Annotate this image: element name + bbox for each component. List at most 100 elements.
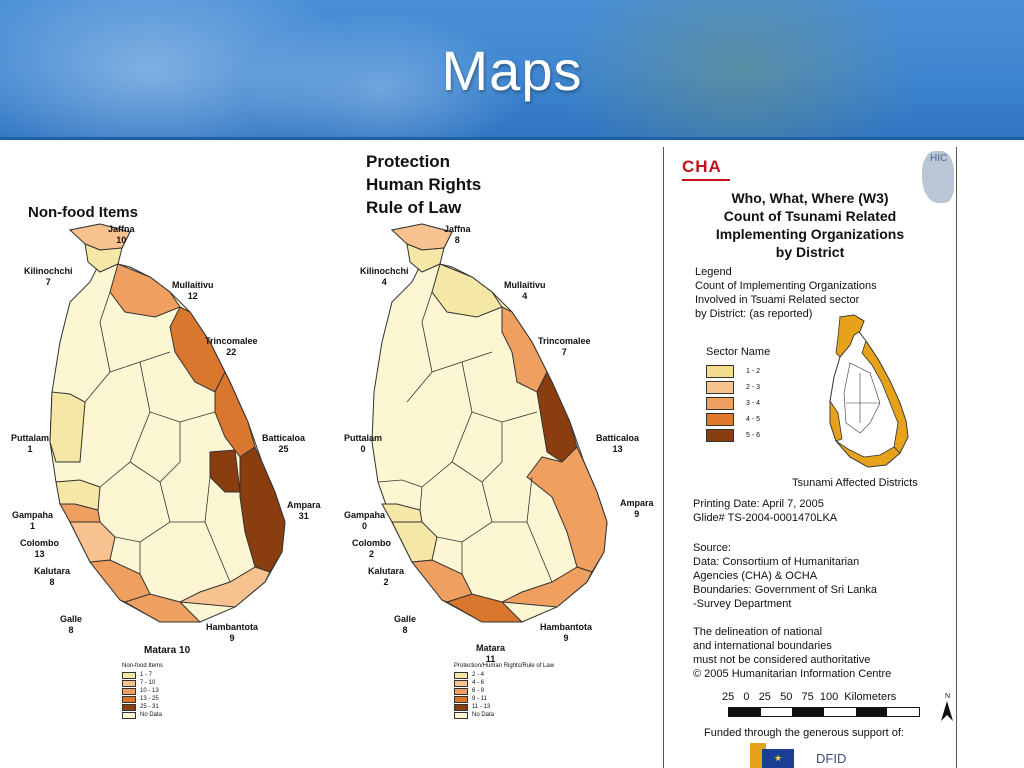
eu-flag-icon: ★ — [762, 749, 794, 768]
affected-caption: Tsunami Affected Districts — [792, 477, 918, 489]
middle-label-batticaloa: Batticaloa 13 — [596, 433, 640, 454]
middle-label-matara: Matara 11 — [476, 643, 506, 664]
left-legend-row: 1 - 7 — [122, 671, 163, 679]
left-label-kalutara: Kalutara 8 — [34, 566, 71, 587]
district-hambantota — [178, 566, 271, 608]
left-legend-row: No Data — [122, 711, 163, 719]
hic-logo-shape — [922, 151, 954, 203]
district-puttalam — [49, 391, 86, 463]
left-label-gampaha: Gampaha 1 — [12, 510, 54, 531]
left-legend-row: 7 - 10 — [122, 679, 163, 687]
legend-swatch — [122, 679, 136, 687]
district-boundaries — [377, 291, 553, 583]
island-base — [49, 223, 286, 623]
legend-swatch — [706, 364, 734, 378]
banner-decoration — [0, 0, 360, 137]
title-banner: Maps — [0, 0, 1024, 137]
legend-swatch — [122, 695, 136, 703]
middle-label-jaffna: Jaffna 8 — [444, 224, 471, 245]
left-map-legend: Non-food Items 1 - 7 7 - 10 10 - 13 13 -… — [122, 663, 163, 719]
left-label-matara: Matara 10 — [144, 645, 191, 656]
legend-swatch — [122, 671, 136, 679]
middle-label-hambantota: Hambantota 9 — [540, 622, 593, 643]
left-legend-row: 10 - 13 — [122, 687, 163, 695]
legend-swatch — [706, 380, 734, 394]
legend-swatch — [454, 695, 468, 703]
source-info: Source: Data: Consortium of Humanitarian… — [693, 542, 878, 610]
middle-legend-row: 6 - 9 — [454, 687, 554, 695]
left-legend-row: 25 - 31 — [122, 703, 163, 711]
middle-label-puttalam: Puttalam 0 — [344, 433, 383, 454]
left-label-mullaitivu: Mullaitivu 12 — [172, 280, 214, 301]
district-mullaitivu — [431, 263, 503, 318]
middle-label-kalutara: Kalutara 2 — [368, 566, 405, 587]
legend-swatch — [122, 711, 136, 719]
left-label-hambantota: Hambantota 9 — [206, 622, 259, 643]
legend-swatch — [122, 687, 136, 695]
middle-legend-row: 9 - 11 — [454, 695, 554, 703]
sector-legend-row: 4 - 5 — [706, 411, 760, 427]
sector-legend: 1 - 2 2 - 3 3 - 4 4 - 5 5 - 6 — [706, 363, 760, 443]
affected-districts-map — [829, 314, 909, 468]
middle-label-galle: Galle 8 — [394, 614, 417, 635]
district-mullaitivu — [109, 263, 181, 318]
scale-bar — [728, 707, 920, 717]
sector-legend-row: 3 - 4 — [706, 395, 760, 411]
funded-text: Funded through the generous support of: — [704, 727, 904, 739]
left-label-kilinochchi: Kilinochchi 7 — [24, 266, 73, 287]
left-legend-row: 13 - 25 — [122, 695, 163, 703]
left-map — [49, 223, 286, 623]
left-label-ampara: Ampara 31 — [287, 500, 321, 521]
left-label-puttalam: Puttalam 1 — [11, 433, 50, 454]
district-ampara-inner — [209, 449, 241, 493]
district-jaffna — [390, 223, 453, 251]
middle-label-mullaitivu: Mullaitivu 4 — [504, 280, 546, 301]
north-letter: N — [945, 693, 951, 700]
w3-map-sheet: CHA HIC Who, What, Where (W3) Count of T… — [663, 147, 957, 768]
middle-map — [371, 223, 608, 623]
north-arrow-icon — [941, 701, 953, 721]
legend-block: Legend Count of Implementing Organizatio… — [695, 266, 877, 320]
sector-legend-row: 1 - 2 — [706, 363, 760, 379]
district-kilinochchi — [84, 243, 123, 273]
left-legend-title: Non-food Items — [122, 663, 164, 669]
legend-swatch — [706, 412, 734, 426]
legend-swatch — [122, 703, 136, 711]
left-label-colombo: Colombo 13 — [20, 538, 59, 559]
banner-rule — [0, 137, 1024, 140]
legend-swatch — [454, 679, 468, 687]
scale-bar-labels: 25 0 25 50 75 100 Kilometers — [722, 691, 897, 703]
legend-swatch — [454, 687, 468, 695]
legend-swatch — [706, 396, 734, 410]
middle-legend-row: No Data — [454, 711, 554, 719]
middle-label-ampara: Ampara 9 — [620, 498, 654, 519]
district-boundaries — [84, 291, 231, 583]
middle-legend-title: Protection/Human Rights/Rule of Law — [454, 663, 555, 669]
slide-title: Maps — [441, 39, 583, 102]
cha-logo-underline — [682, 179, 730, 181]
district-hambantota — [500, 566, 593, 608]
sheet-title: Who, What, Where (W3) Count of Tsunami R… — [715, 190, 905, 260]
legend-swatch — [454, 671, 468, 679]
cha-logo: CHA — [682, 157, 722, 176]
middle-map-legend: Protection/Human Rights/Rule of Law 2 - … — [454, 663, 554, 719]
dfid-logo: DFID — [816, 751, 847, 766]
legend-swatch — [706, 428, 734, 442]
district-colombo — [381, 503, 423, 523]
left-map-title: Non-food Items — [28, 204, 138, 221]
banner-decoration — [560, 0, 920, 137]
middle-legend-row: 11 - 13 — [454, 703, 554, 711]
sector-legend-row: 5 - 6 — [706, 427, 760, 443]
sector-legend-row: 2 - 3 — [706, 379, 760, 395]
middle-legend-row: 2 - 4 — [454, 671, 554, 679]
legend-swatch — [454, 703, 468, 711]
hic-logo: HIC — [930, 153, 948, 164]
legend-swatch — [454, 711, 468, 719]
middle-label-trincomalee: Trincomalee 7 — [538, 336, 591, 357]
district-gampaha — [55, 479, 101, 511]
middle-map-title: Protection Human Rights Rule of Law — [366, 152, 482, 217]
left-label-batticaloa: Batticaloa 25 — [262, 433, 306, 454]
banner-decoration — [240, 10, 520, 137]
left-label-trincomalee: Trincomalee 22 — [205, 336, 258, 357]
middle-label-kilinochchi: Kilinochchi 4 — [360, 266, 409, 287]
